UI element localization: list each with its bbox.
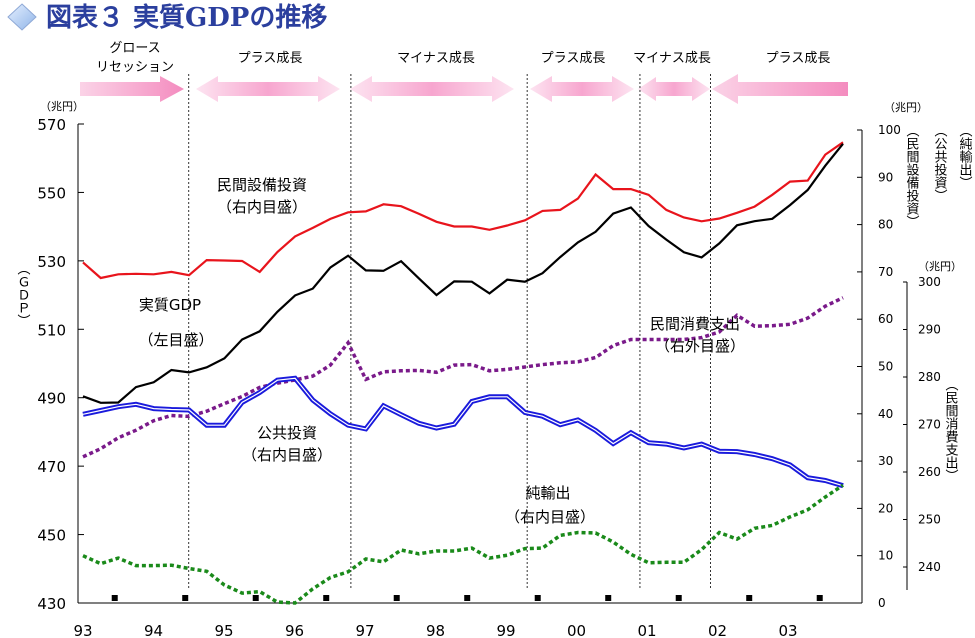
capex-sublabel: （右内目盛）: [217, 198, 307, 216]
phase-label-3: マイナス成長: [397, 51, 475, 66]
phase-arrow-6: [712, 74, 848, 104]
right-inner-tick-label: 50: [878, 360, 893, 374]
right-inner-tick-label: 80: [878, 218, 893, 232]
x-tick-label: 02: [708, 622, 727, 638]
left-tick-label: 570: [37, 116, 66, 134]
x-tick-mark: [252, 595, 259, 601]
gdp-sublabel: （左目盛）: [138, 331, 213, 349]
phase-arrow-3: [350, 76, 514, 102]
right-inner-tick-label: 40: [878, 407, 893, 421]
x-tick-label: 93: [73, 622, 92, 638]
series-line-public-inner: [82, 377, 844, 487]
x-axis-ticks: 93 94 95 96 97 98 99 00 01 02 03: [73, 595, 823, 638]
right-outer-tick-label: 300: [918, 275, 941, 289]
net-sublabel: （右内目盛）: [505, 508, 595, 526]
series-line-consumption: [82, 296, 844, 459]
right-inner-tick-label: 30: [878, 454, 893, 468]
public-label: 公共投資: [257, 424, 317, 442]
public-sublabel: （右内目盛）: [242, 446, 332, 464]
right-outer-tick-label: 270: [918, 418, 941, 432]
right-outer-tick-label: 280: [918, 370, 941, 384]
capex-label: 民間設備投資: [217, 176, 307, 194]
left-tick-label: 430: [37, 595, 66, 613]
right-outer-tick-label: 260: [918, 465, 941, 479]
x-tick-label: 95: [214, 622, 233, 638]
x-tick-mark: [605, 595, 612, 601]
x-tick-mark: [816, 595, 823, 601]
left-tick-label: 470: [37, 458, 66, 476]
left-tick-label: 450: [37, 527, 66, 545]
x-tick-mark: [746, 595, 753, 601]
phase-boundary-lines: [188, 74, 711, 590]
phase-arrow-1: [80, 76, 184, 102]
right-inner-tick-label: 20: [878, 501, 893, 515]
consumption-sublabel: （右外目盛）: [655, 337, 745, 355]
x-tick-mark: [464, 595, 471, 601]
gdp-label: 実質GDP: [139, 296, 201, 314]
x-tick-label: 96: [285, 622, 304, 638]
x-tick-mark: [393, 595, 400, 601]
left-unit-label: （兆円）: [40, 100, 84, 113]
phase-label-4: プラス成長: [541, 51, 606, 66]
right-outer-tick-label: 250: [918, 513, 941, 527]
consumption-label: 民間消費支出: [650, 315, 740, 333]
chart-title: 図表３ 実質GDPの推移: [46, 2, 327, 33]
right-axis-title-capex: （民間設備投資）: [904, 124, 920, 228]
series-layer: [82, 141, 844, 605]
phase-label-1: グロース: [109, 41, 160, 56]
phase-label-5: マイナス成長: [633, 51, 711, 66]
x-tick-label: 97: [355, 622, 374, 638]
right-outer-axis-ticks: 300 290 280 270 260 250 240: [903, 275, 941, 574]
right-axis-title-public: （公共投資）: [932, 124, 948, 202]
phase-label-1b: リセッション: [96, 60, 174, 75]
title-area: 図表３ 実質GDPの推移: [7, 2, 327, 33]
left-axis-title: （ＧＤＰ）: [15, 262, 31, 327]
right-inner-tick-label: 100: [878, 123, 901, 137]
right-axis-title-consumption: （民間消費支出）: [943, 378, 959, 482]
phase-label-6: プラス成長: [766, 51, 831, 66]
x-tick-label: 03: [778, 622, 797, 638]
x-tick-label: 94: [144, 622, 163, 638]
left-tick-label: 490: [37, 390, 66, 408]
right-inner-tick-label: 10: [878, 549, 893, 563]
phase-arrow-5: [638, 77, 710, 101]
phase-label-2: プラス成長: [238, 51, 303, 66]
right-inner-tick-label: 70: [878, 265, 893, 279]
x-tick-mark: [675, 595, 682, 601]
x-tick-label: 00: [567, 622, 586, 638]
right-axis-title-net: （純輸出）: [957, 124, 973, 189]
series-line-public: [82, 375, 844, 489]
right-inner-unit-label: （兆円）: [884, 101, 928, 114]
right-outer-tick-label: 240: [918, 560, 941, 574]
x-tick-mark: [534, 595, 541, 601]
right-inner-tick-label: 0: [878, 596, 886, 610]
phase-arrow-4: [530, 76, 634, 102]
right-outer-unit-label: （兆円）: [918, 260, 962, 273]
net-label: 純輸出: [525, 484, 570, 502]
left-tick-label: 550: [37, 184, 66, 202]
phase-arrow-2: [196, 76, 340, 102]
right-inner-tick-label: 90: [878, 170, 893, 184]
left-tick-label: 510: [37, 321, 66, 339]
diamond-icon: [7, 3, 37, 31]
left-tick-label: 530: [37, 253, 66, 271]
series-line-gdp: [82, 143, 844, 404]
x-tick-mark: [182, 595, 189, 601]
series-line-capex: [82, 141, 844, 280]
x-tick-mark: [111, 595, 118, 601]
series-line-net: [82, 483, 844, 605]
x-tick-mark: [323, 595, 330, 601]
right-outer-tick-label: 290: [918, 323, 941, 337]
left-axis-ticks: 570 550 530 510 490 470 450 430: [37, 116, 84, 613]
x-tick-label: 01: [637, 622, 656, 638]
right-inner-tick-label: 60: [878, 312, 893, 326]
x-tick-label: 98: [426, 622, 445, 638]
x-tick-label: 99: [496, 622, 515, 638]
phase-arrows: [80, 74, 848, 104]
